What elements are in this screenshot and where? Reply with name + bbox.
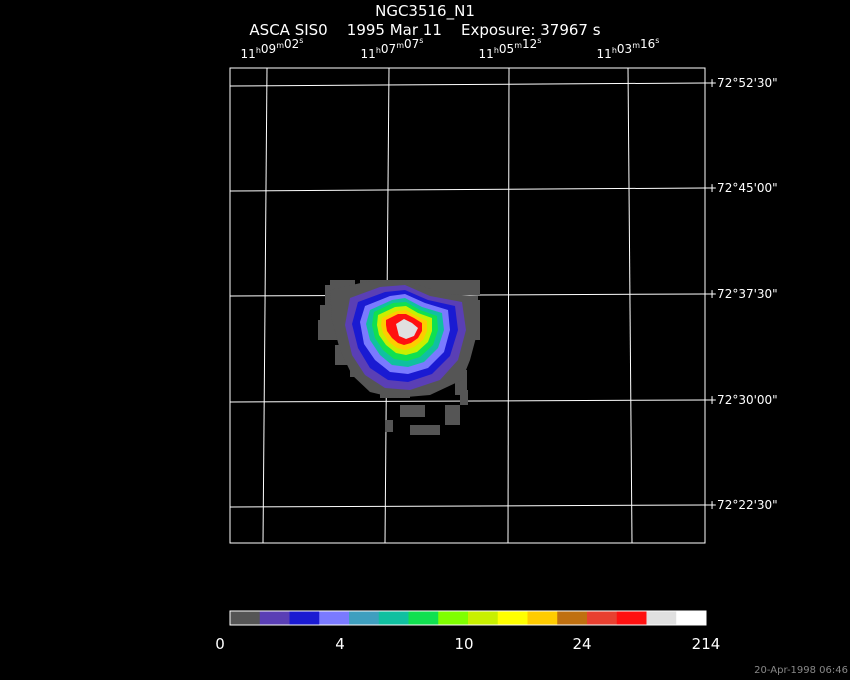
ra-unit-superscript: h	[256, 46, 261, 55]
ra-unit-superscript: m	[396, 41, 404, 50]
background-speckle	[385, 420, 393, 432]
ra-tick-label: 11h09m02s	[241, 36, 304, 61]
colorbar-swatch	[497, 611, 528, 625]
ra-unit-superscript: s	[299, 36, 303, 45]
ra-value: 12	[522, 37, 537, 51]
contour-level-peak	[396, 319, 418, 339]
ra-unit-superscript: s	[537, 36, 541, 45]
ra-value: 11	[479, 47, 494, 61]
dec-tick-label: +72°52'30"	[707, 76, 778, 90]
dec-tick-label: +72°22'30"	[707, 498, 778, 512]
colorbar-tick-label: 10	[454, 635, 473, 653]
timestamp-label: 20-Apr-1998 06:46	[754, 665, 848, 676]
dec-tick-label: +72°45'00"	[707, 181, 778, 195]
dec-grid-line	[229, 504, 706, 508]
ra-value: 03	[617, 42, 632, 56]
colorbar-swatch	[527, 611, 558, 625]
dec-tick-label: +72°37'30"	[707, 287, 778, 301]
colorbar-swatch	[230, 611, 261, 625]
colorbar-swatch	[616, 611, 647, 625]
colorbar-swatch	[587, 611, 618, 625]
image-frame	[229, 67, 706, 544]
ra-tick-label: 11h05m12s	[479, 36, 542, 61]
object-title: NGC3516_N1	[375, 2, 475, 20]
ra-unit-superscript: h	[376, 46, 381, 55]
ra-value: 11	[597, 47, 612, 61]
colorbar-swatch	[468, 611, 499, 625]
colorbar-frame	[229, 610, 707, 626]
dec-grid-line	[229, 187, 706, 192]
ra-unit-superscript: s	[655, 36, 659, 45]
colorbar-swatch	[557, 611, 588, 625]
xray-source	[318, 280, 480, 435]
colorbar: 0 4 10 24 214	[215, 610, 721, 653]
colorbar-swatch	[408, 611, 439, 625]
colorbar-swatch	[438, 611, 469, 625]
ra-grid-line	[507, 67, 510, 544]
dec-tick-label: +72°30'00"	[707, 393, 778, 407]
background-speckle	[445, 405, 460, 425]
ra-value: 05	[499, 42, 514, 56]
ra-unit-superscript: m	[632, 41, 640, 50]
ra-unit-superscript: m	[514, 41, 522, 50]
colorbar-swatch	[676, 611, 707, 625]
colorbar-tick-label: 214	[692, 635, 721, 653]
ra-unit-superscript: s	[419, 36, 423, 45]
ra-value: 02	[284, 37, 299, 51]
ra-value: 07	[381, 42, 396, 56]
ra-value: 07	[404, 37, 419, 51]
ra-value: 16	[640, 37, 655, 51]
ra-unit-superscript: h	[612, 46, 617, 55]
ra-tick-label: 11h03m16s	[597, 36, 660, 61]
colorbar-swatch	[319, 611, 350, 625]
background-speckle	[400, 405, 425, 417]
ra-tick-label: 11h07m07s	[361, 36, 424, 61]
ra-unit-superscript: m	[276, 41, 284, 50]
exposure-label: Exposure: 37967 s	[460, 21, 601, 39]
colorbar-swatch	[646, 611, 677, 625]
ra-grid-line	[627, 67, 633, 544]
ra-value: 09	[261, 42, 276, 56]
background-speckle	[410, 425, 440, 435]
colorbar-swatch	[349, 611, 380, 625]
observation-subtitle: ASCA SIS0 1995 Mar 11 Exposure: 37967 s	[0, 21, 850, 39]
colorbar-tick-label: 0	[215, 635, 225, 653]
dec-grid-line	[229, 82, 706, 87]
colorbar-tick-label: 4	[335, 635, 345, 653]
ra-value: 11	[361, 47, 376, 61]
ra-unit-superscript: h	[494, 46, 499, 55]
ra-value: 11	[241, 47, 256, 61]
date-label: 1995 Mar 11	[346, 21, 442, 39]
colorbar-swatch	[378, 611, 409, 625]
colorbar-swatch	[289, 611, 320, 625]
background-speckle	[460, 390, 468, 405]
colorbar-tick-label: 24	[572, 635, 591, 653]
colorbar-swatch	[259, 611, 290, 625]
instrument-label: ASCA SIS0	[249, 21, 328, 39]
ra-grid-line	[262, 67, 268, 544]
background-speckle	[318, 320, 338, 340]
